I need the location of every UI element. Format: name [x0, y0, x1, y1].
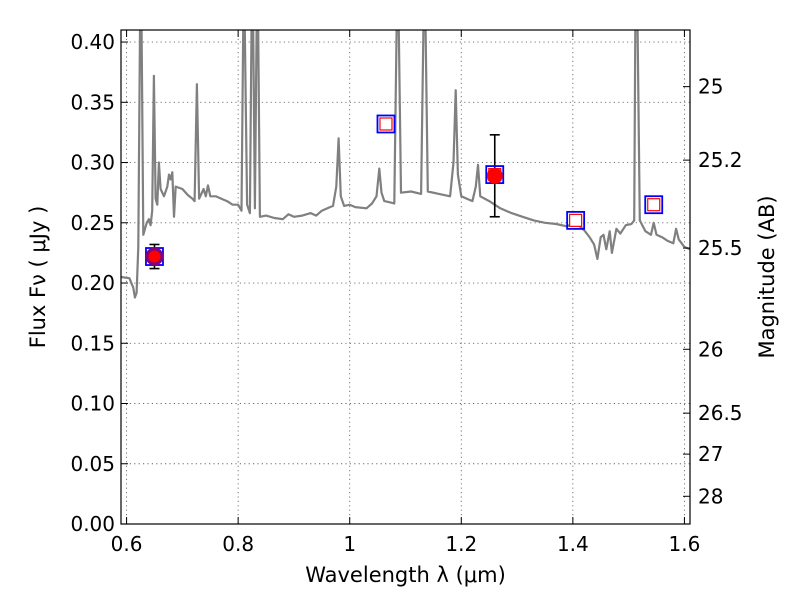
- synthetic-photometry-box: [644, 195, 664, 215]
- synthetic-photometry-box: [566, 210, 586, 230]
- y-tick-label: 0.15: [70, 331, 115, 355]
- y2-tick-label: 25.5: [698, 236, 743, 260]
- y-tick-label: 0.40: [70, 30, 115, 54]
- x-tick-label: 0.8: [222, 532, 254, 556]
- x-tick-label: 1.4: [557, 532, 589, 556]
- x-tick-label: 1.6: [669, 532, 701, 556]
- plot-background: [121, 30, 690, 524]
- y-axis-label: Flux Fν ( μJy ): [26, 206, 50, 349]
- y-tick-label: 0.20: [70, 271, 115, 295]
- y2-axis-label: Magnitude (AB): [755, 195, 779, 358]
- observed-photometry-point: [145, 247, 164, 266]
- markers: [145, 114, 664, 270]
- y2-tick-label: 27: [698, 442, 723, 466]
- y2-tick-label: 25.2: [698, 148, 743, 172]
- x-tick-label: 1: [343, 532, 356, 556]
- synthetic-photometry-inner: [569, 213, 583, 227]
- x-axis-label: Wavelength λ (μm): [305, 563, 506, 587]
- synthetic-photometry-box: [376, 114, 396, 134]
- y-tick-label: 0.30: [70, 151, 115, 175]
- y-tick-label: 0.35: [70, 90, 115, 114]
- ticks: 0.6 0.8 1 1.2 1.4 1.6 0.00 0.05 0.10 0.15 0.20 0.25…: [70, 30, 743, 556]
- x-tick-label: 0.6: [111, 532, 143, 556]
- y-tick-label: 0.05: [70, 452, 115, 476]
- y2-tick-label: 25: [698, 75, 723, 99]
- y2-tick-label: 26: [698, 337, 723, 361]
- synthetic-photometry-inner: [379, 117, 393, 131]
- plot-frame: [120, 29, 691, 525]
- y2-tick-label: 26.5: [698, 401, 743, 425]
- y-tick-label: 0.25: [70, 211, 115, 235]
- y2-tick-label: 28: [698, 484, 723, 508]
- y-tick-label: 0.10: [70, 392, 115, 416]
- y-tick-label: 0.00: [70, 512, 115, 536]
- model-spectrum-line: [121, 30, 690, 299]
- observed-photometry-point: [486, 167, 503, 184]
- synthetic-photometry-inner: [647, 198, 661, 212]
- x-tick-label: 1.2: [445, 532, 477, 556]
